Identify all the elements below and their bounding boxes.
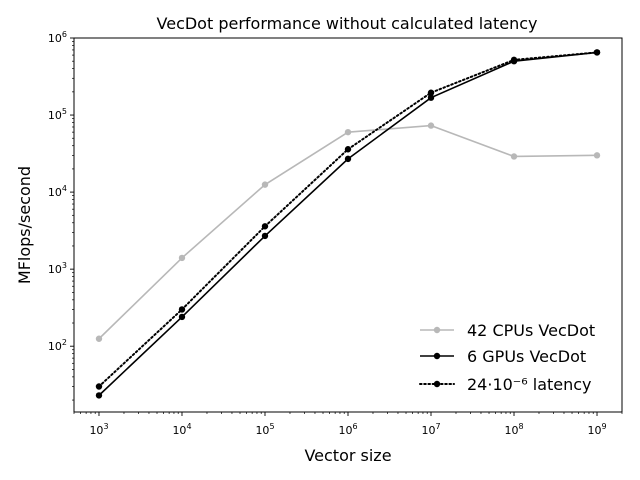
x-tick-label: 104 [172, 422, 191, 437]
series-line [98, 51, 598, 396]
data-point [593, 49, 601, 56]
x-tick-label: 103 [89, 422, 108, 437]
legend-label: 24·10⁻⁶ latency [467, 375, 592, 394]
data-point [344, 146, 352, 153]
data-point [178, 254, 186, 262]
data-point [510, 56, 518, 64]
data-point [95, 335, 103, 342]
data-point [261, 223, 269, 230]
series-3 [95, 49, 601, 390]
y-tick-label: 106 [48, 30, 67, 45]
legend-label: 42 CPUs VecDot [467, 321, 595, 340]
x-axis: 103 104 105 106 107 108 109 [73, 412, 623, 437]
y-tick-label: 105 [48, 107, 67, 122]
x-tick-label: 109 [587, 422, 606, 437]
chart-title: VecDot performance without calculated la… [157, 14, 538, 33]
data-point [178, 313, 186, 321]
y-axis: 102 103 104 105 106 [48, 30, 74, 401]
x-tick-label: 107 [421, 422, 440, 437]
series-layer [95, 49, 601, 399]
y-tick-label: 103 [48, 261, 67, 276]
legend-marker [433, 380, 441, 388]
legend: 42 CPUs VecDot 6 GPUs VecDot 24·10⁻⁶ laten… [419, 321, 595, 394]
data-point [95, 392, 103, 399]
legend-marker [433, 326, 441, 334]
data-point [95, 383, 103, 390]
data-point [427, 94, 435, 101]
x-axis-label: Vector size [304, 446, 391, 465]
series-1 [95, 122, 601, 342]
data-point [178, 306, 186, 313]
legend-marker [433, 352, 441, 360]
y-tick-label: 104 [48, 184, 67, 199]
legend-item: 24·10⁻⁶ latency [419, 375, 592, 394]
x-tick-label: 105 [255, 422, 274, 437]
legend-label: 6 GPUs VecDot [467, 347, 586, 366]
x-tick-label: 108 [504, 422, 523, 437]
data-point [510, 153, 518, 160]
data-point [427, 89, 435, 96]
y-tick-label: 102 [48, 338, 67, 353]
legend-item: 6 GPUs VecDot [420, 347, 586, 366]
x-tick-label: 106 [338, 422, 357, 437]
data-point [344, 155, 352, 163]
y-axis-label: MFlops/second [15, 166, 34, 284]
data-point [344, 128, 352, 136]
data-point [593, 152, 601, 159]
legend-item: 42 CPUs VecDot [420, 321, 595, 340]
data-point [427, 122, 435, 129]
data-point [261, 181, 269, 188]
data-point [261, 232, 269, 240]
